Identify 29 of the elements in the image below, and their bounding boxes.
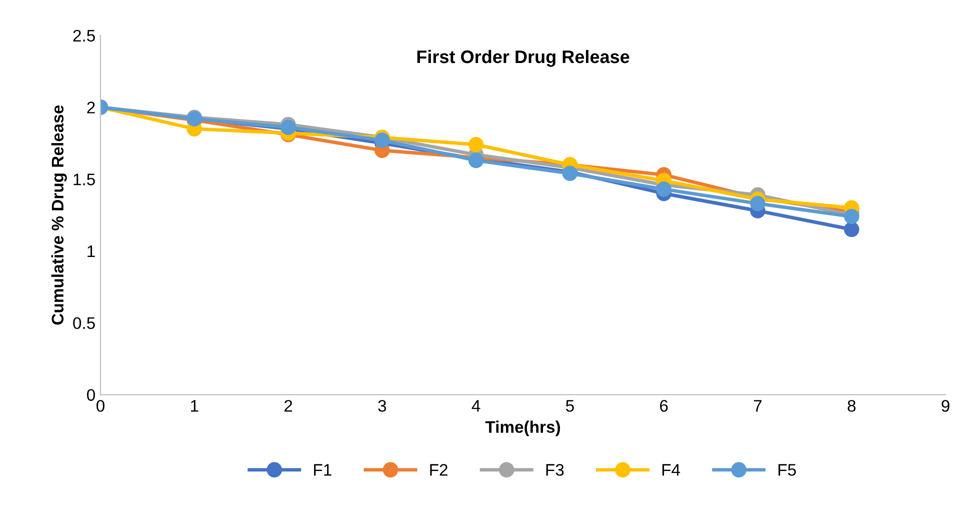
x-axis-title: Time(hrs) [485, 420, 560, 436]
x-tick-label: 4 [472, 400, 480, 412]
y-tick-label: 0.5 [73, 317, 95, 330]
x-tick-label: 6 [660, 400, 668, 412]
x-tick-label: 1 [191, 400, 198, 412]
point [656, 182, 672, 197]
x-tick-label: 7 [754, 400, 762, 412]
y-tick-label: 2 [87, 102, 95, 114]
x-tick-label: 8 [848, 400, 856, 412]
x-tick-label: 9 [942, 400, 950, 412]
point [750, 196, 766, 212]
y-tick-label: 0 [87, 389, 95, 401]
x-tick-label: 5 [566, 400, 574, 412]
y-tick-label: 1.5 [74, 174, 95, 186]
legend-label: F1 [314, 464, 332, 476]
point [844, 222, 860, 238]
y-tick-label: 1 [88, 246, 95, 258]
legend-label: F2 [430, 464, 448, 476]
point [468, 136, 484, 152]
x-tick-label: 2 [284, 400, 292, 412]
legend-label: F4 [662, 464, 680, 476]
y-tick-label: 2.5 [73, 30, 95, 42]
legend-label: F5 [778, 464, 796, 476]
x-tick-label: 0 [96, 400, 104, 412]
x-tick-label: 3 [378, 400, 386, 412]
y-axis-title: Cumulative % Drug Release [51, 105, 67, 325]
point [374, 132, 390, 148]
text: First Order Drug Release [417, 50, 630, 67]
legend-label: F3 [546, 464, 564, 476]
